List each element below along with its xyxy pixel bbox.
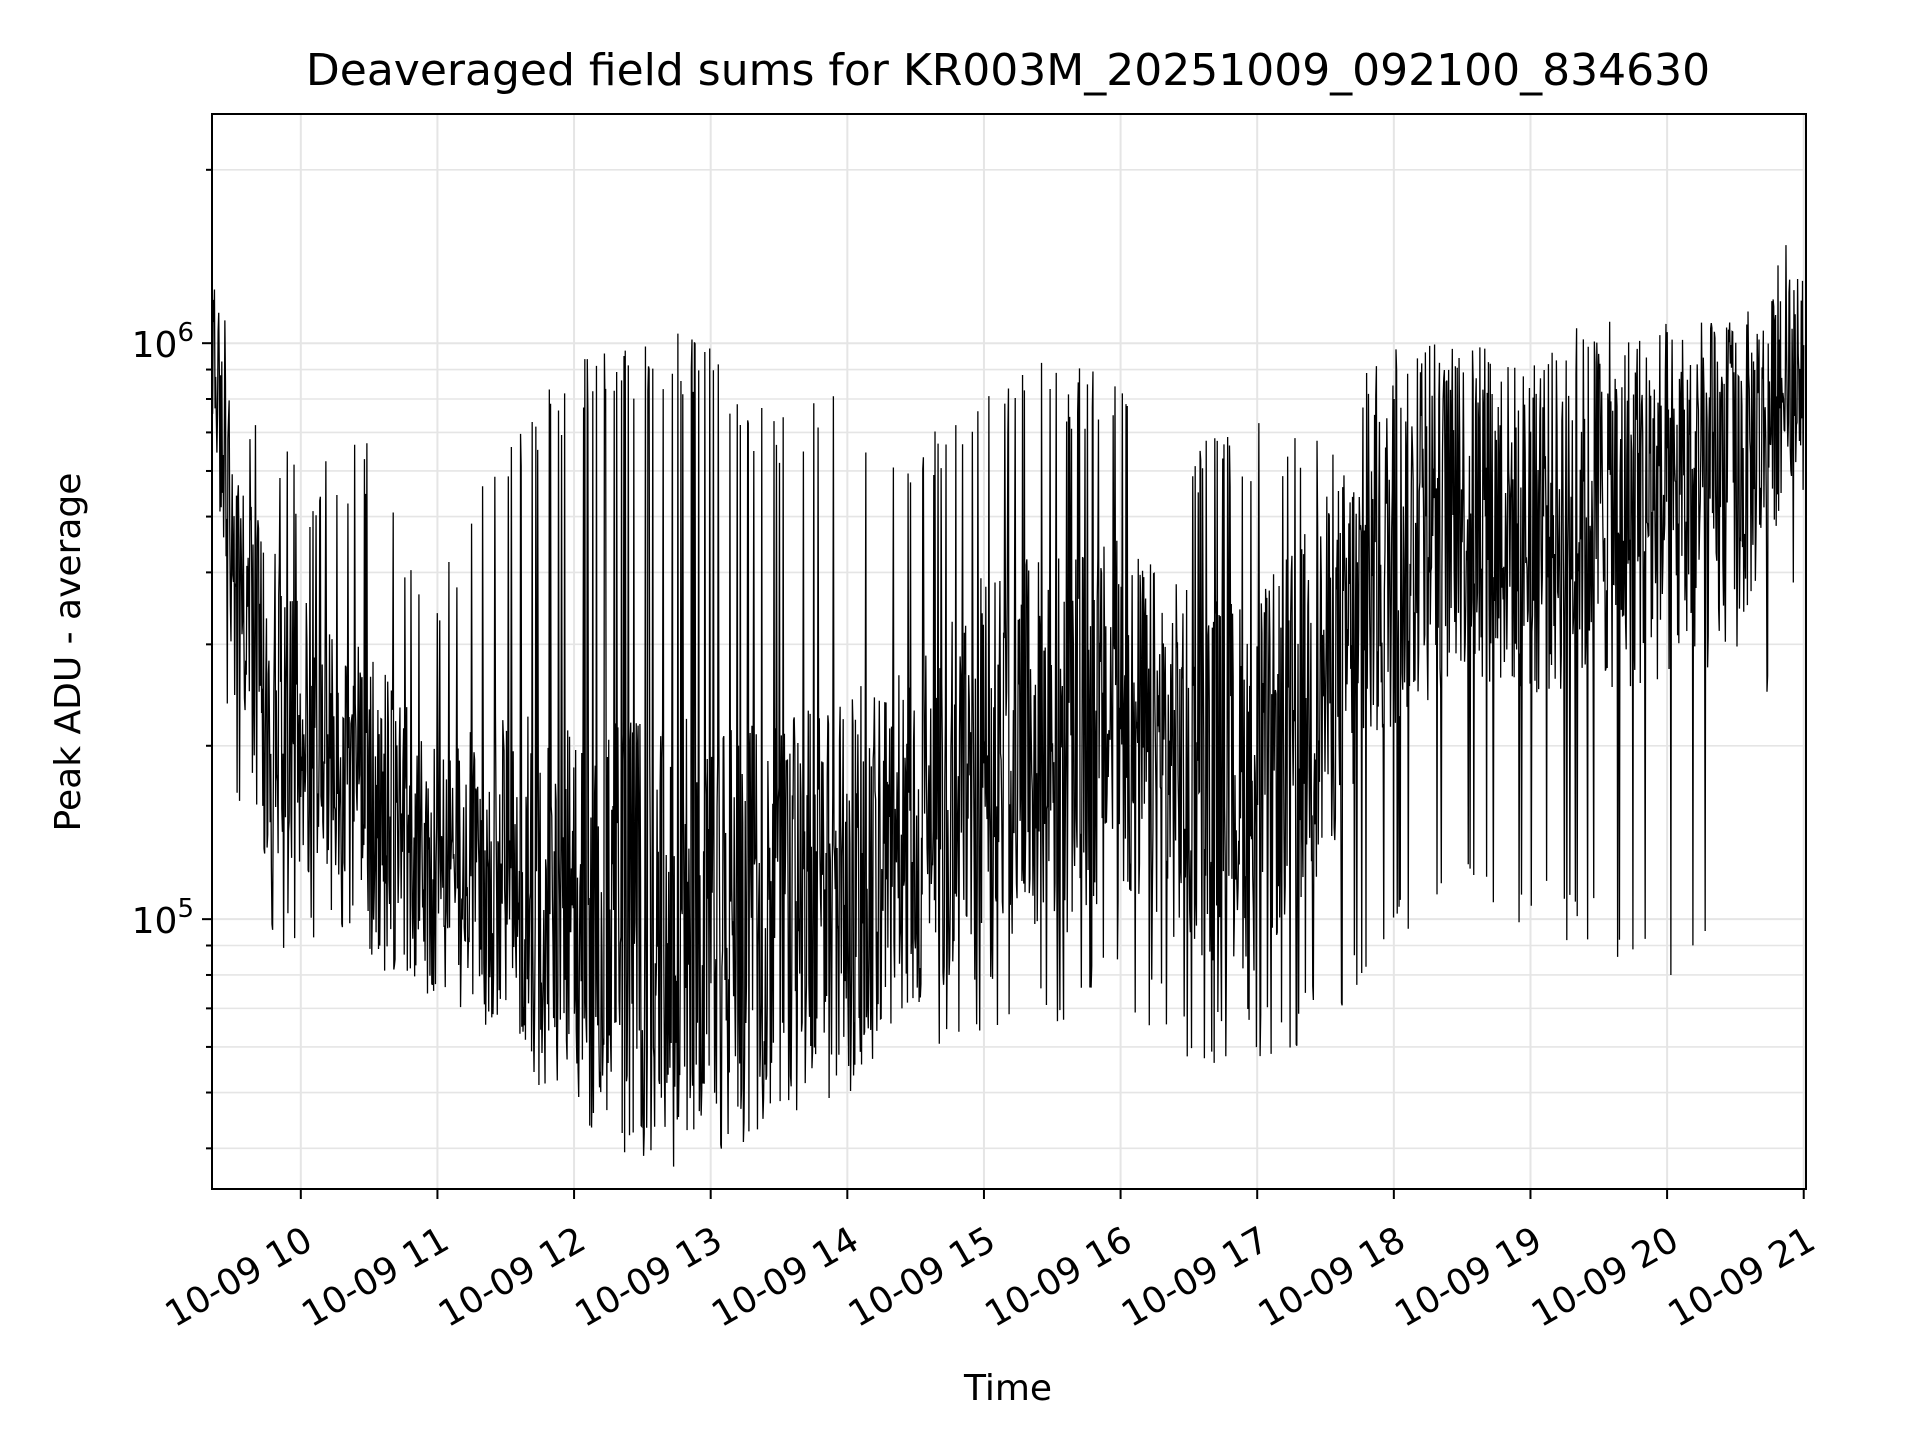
y-tick-label-base: 10 [132,901,178,942]
y-tick-label-base: 10 [132,325,178,366]
x-axis-label: Time [963,1368,1052,1409]
y-tick-label-exponent: 5 [177,894,194,924]
series-line [212,245,1805,1167]
data-layer [212,245,1805,1167]
y-tick-label: 105 [132,894,194,942]
y-axis-label: Peak ADU - average [48,473,89,832]
plot-frame [211,113,1807,1190]
y-tick-label: 106 [132,318,194,366]
y-tick-label-exponent: 6 [177,318,194,348]
chart-title: Deaveraged field sums for KR003M_2025100… [306,45,1710,96]
